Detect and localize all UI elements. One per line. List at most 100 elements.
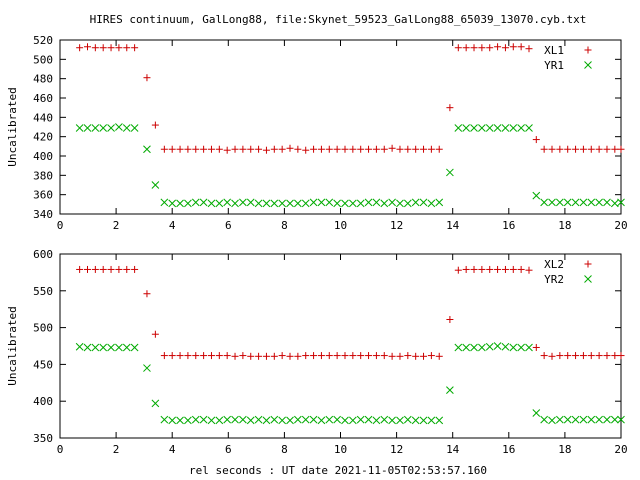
data-point [603, 415, 611, 424]
data-point [603, 352, 611, 360]
data-point [294, 415, 302, 424]
x-tick-label: 8 [281, 219, 288, 232]
data-point [501, 44, 509, 52]
data-point [278, 352, 286, 360]
y-tick-label: 440 [33, 111, 53, 124]
data-point [517, 124, 525, 132]
data-point [540, 198, 548, 207]
data-point [403, 415, 412, 424]
legend-marker [584, 61, 592, 69]
y-tick-label: 380 [33, 169, 53, 182]
data-point [454, 124, 463, 132]
y-tick-label: 460 [33, 92, 53, 105]
data-point [160, 352, 168, 360]
data-point [91, 265, 99, 273]
data-point [83, 43, 91, 51]
data-point [231, 145, 239, 153]
data-point [168, 352, 176, 360]
data-point [365, 145, 373, 153]
data-point [131, 265, 139, 273]
data-point [572, 352, 580, 360]
data-point [435, 145, 443, 153]
data-point [427, 145, 435, 153]
data-point [427, 199, 436, 208]
legend-label: XL2 [544, 258, 564, 271]
data-point [168, 145, 176, 153]
data-point [76, 265, 84, 273]
data-point [309, 198, 318, 207]
data-point [143, 145, 151, 154]
y-tick-label: 480 [33, 73, 53, 86]
data-point [446, 386, 454, 395]
data-point [525, 266, 533, 274]
data-point [595, 145, 603, 153]
data-point [176, 352, 184, 360]
data-point [184, 199, 192, 208]
data-point [107, 265, 115, 273]
data-point [247, 145, 255, 153]
data-point [348, 416, 357, 425]
data-point [294, 199, 302, 208]
data-point [151, 330, 159, 338]
data-point [160, 145, 168, 153]
data-point [509, 43, 517, 51]
data-point [223, 146, 231, 154]
data-point [470, 124, 478, 132]
bottom-panel: Uncalibrated 0 2 4 6 8 10 12 14 16 18 20 350 400 450 50… [6, 248, 628, 456]
data-point [83, 265, 91, 273]
x-tick-label: 18 [558, 219, 571, 232]
data-point [372, 145, 380, 153]
data-point [357, 145, 365, 153]
data-point [341, 145, 349, 153]
data-point [603, 145, 611, 153]
legend-label: XL1 [544, 44, 564, 57]
data-point [462, 44, 470, 52]
data-point [99, 265, 107, 273]
data-point [294, 145, 302, 153]
data-point [525, 45, 533, 53]
data-point [617, 415, 625, 424]
data-point [587, 145, 595, 153]
data-point [540, 415, 548, 424]
data-point [76, 44, 84, 52]
data-point [446, 316, 454, 324]
data-point [207, 352, 215, 360]
x-tick-label: 12 [390, 443, 403, 456]
y-axis-label: Uncalibrated [6, 306, 19, 385]
legend-marker [584, 260, 592, 268]
data-point [388, 352, 396, 360]
data-point [540, 145, 548, 153]
data-point [91, 124, 100, 132]
data-point [470, 44, 478, 52]
data-point [532, 409, 541, 417]
data-point [115, 44, 123, 52]
x-tick-label: 8 [281, 443, 288, 456]
data-point [411, 198, 420, 207]
data-point [239, 352, 247, 360]
data-point [532, 136, 540, 144]
data-point [215, 145, 223, 153]
data-point [151, 121, 159, 129]
y-tick-label: 500 [33, 322, 53, 335]
x-tick-label: 2 [113, 443, 120, 456]
y-tick-label: 420 [33, 131, 53, 144]
y-tick-label: 400 [33, 150, 53, 163]
data-point [564, 352, 572, 360]
data-point [617, 352, 625, 360]
data-point [317, 352, 325, 360]
data-point [485, 342, 494, 351]
data-point [435, 198, 444, 207]
data-point [372, 198, 381, 207]
data-point [611, 145, 619, 153]
y-axis-label: Uncalibrated [6, 87, 19, 166]
data-point [357, 352, 365, 360]
data-point [115, 265, 123, 273]
data-point [317, 145, 325, 153]
data-point [404, 352, 412, 360]
data-point [246, 416, 255, 425]
data-point [478, 265, 486, 273]
data-point [372, 352, 380, 360]
data-point [356, 415, 365, 424]
x-tick-label: 14 [446, 443, 460, 456]
data-point [388, 198, 396, 207]
